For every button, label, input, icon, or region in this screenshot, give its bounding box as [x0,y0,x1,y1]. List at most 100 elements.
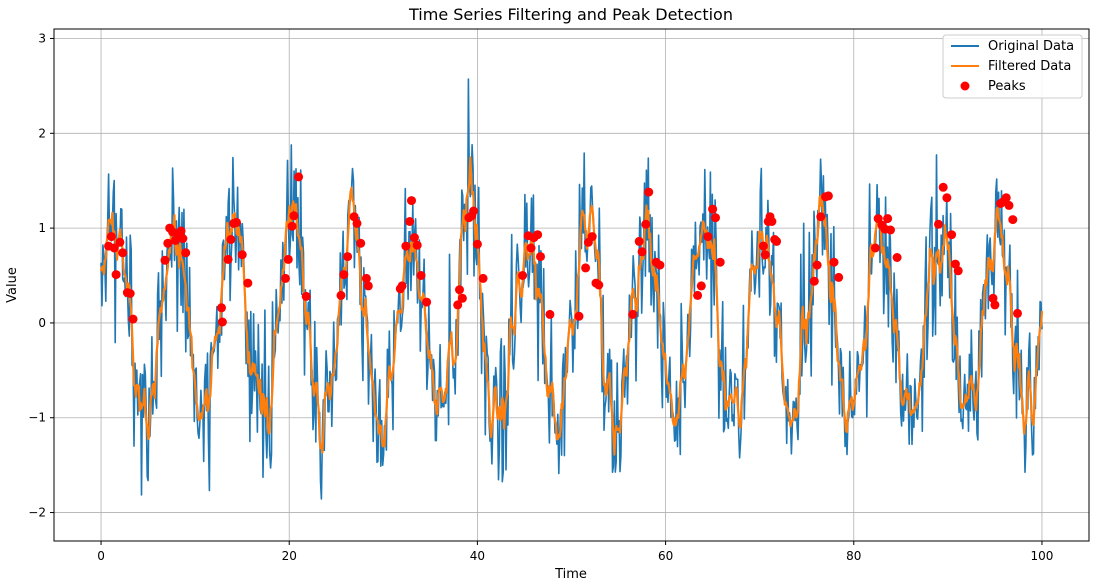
peak-marker [469,206,479,216]
peak-marker [109,243,119,253]
peak-marker [708,204,718,214]
peak-marker [518,271,528,280]
series-filtered-line [99,156,1044,456]
peak-marker [223,254,233,264]
peak-marker [232,217,241,227]
y-tick-label: 3 [38,31,46,45]
peak-marker [478,273,488,283]
x-tick-label: 60 [658,549,673,563]
peak-marker [711,213,720,223]
peak-marker [693,290,703,300]
peak-marker [409,233,419,243]
peak-marker [363,281,373,291]
peak-marker [942,193,952,203]
peak-marker [361,273,371,283]
y-tick-label: −2 [28,506,46,520]
peak-marker [812,260,822,270]
peak-marker [397,281,407,291]
peak-marker [574,311,584,321]
peak-marker [128,314,138,324]
y-axis-label: Value [5,267,20,303]
peak-marker [1008,215,1018,225]
x-tick-label: 80 [846,549,861,563]
peak-marker [655,260,665,270]
peak-marker [816,212,826,222]
peak-marker [641,219,651,229]
peak-marker [953,266,963,276]
peak-marker [176,226,186,236]
x-tick-label: 0 [97,549,105,563]
peak-marker [118,248,128,258]
series-original-line [100,78,1043,500]
peak-marker [947,230,957,240]
peak-marker [536,252,545,262]
peak-marker [106,232,116,242]
peak-marker [892,253,902,262]
peak-marker [243,278,253,288]
peak-marker [1001,193,1011,203]
peak-marker [472,239,482,249]
peak-marker [301,291,311,301]
peak-marker [289,211,299,221]
peak-marker [181,248,191,258]
y-tick-label: −1 [28,411,46,425]
peak-marker [634,236,644,246]
peak-marker [886,225,895,235]
peak-marker [533,230,543,240]
x-tick-label: 20 [282,549,297,563]
peak-marker [990,300,1000,310]
peak-marker [760,250,770,260]
peak-marker [111,270,121,280]
peak-marker [356,238,366,248]
peak-marker [809,276,819,286]
legend-box [942,34,1083,99]
peak-marker [870,243,880,253]
tick-layer: 0 20 40 60 80 100 −2 −1 0 1 2 3 [28,31,1053,563]
peak-marker [455,285,464,295]
peak-marker [283,254,293,264]
legend: Original Data Filtered Data Peaks [942,34,1083,99]
peak-marker [412,240,422,250]
x-tick-label: 40 [470,549,485,563]
peak-marker [281,273,290,283]
peak-marker [115,237,125,247]
peak-marker [237,250,247,260]
legend-label-filtered: Filtered Data [988,59,1071,74]
peak-marker [628,309,638,319]
legend-label-original: Original Data [988,39,1074,54]
y-tick-label: 0 [38,316,46,330]
peak-marker [163,238,173,248]
peak-marker [401,241,411,251]
peak-marker [934,219,943,229]
peak-marker [217,303,226,313]
plot-frame [53,28,1090,542]
peak-marker [829,257,839,267]
peak-marker [772,236,782,246]
peak-marker [217,317,227,327]
peak-marker [178,234,188,243]
x-tick-label: 100 [1031,549,1054,563]
peak-marker [457,293,467,303]
peak-marker [938,182,948,192]
peak-marker [545,309,555,319]
peak-marker [336,290,346,300]
peak-marker [407,196,416,206]
peak-marker [1004,200,1014,210]
peak-marker [823,191,833,201]
peak-marker [1013,308,1022,318]
peak-marker [758,241,768,251]
peak-marker [644,187,654,197]
peak-marker [343,252,353,262]
y-tick-label: 1 [38,221,46,235]
peak-marker [287,221,297,231]
legend-swatch-peaks [960,81,970,91]
y-tick-label: 2 [38,126,46,140]
peak-marker [696,281,706,291]
peak-marker [587,232,597,242]
x-axis-label: Time [554,567,587,582]
peak-marker [715,257,725,267]
peak-marker [767,217,777,226]
peak-marker [594,280,604,290]
